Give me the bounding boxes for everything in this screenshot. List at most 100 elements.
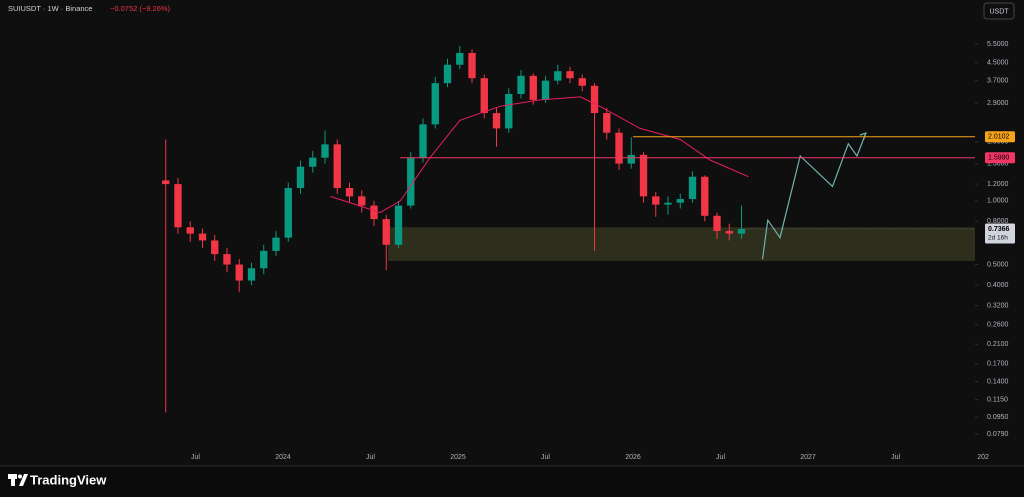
candle-body — [627, 154, 635, 164]
candle-body — [186, 227, 194, 234]
x-tick-label: 2027 — [800, 454, 816, 461]
bar-countdown: 2d 16h — [988, 235, 1008, 242]
candle-body — [358, 196, 366, 206]
candle-body — [174, 184, 182, 228]
candle-body — [333, 144, 341, 189]
y-tick-label: 0.2600 — [987, 321, 1009, 328]
price-level-tag — [985, 152, 1015, 164]
candle-body — [198, 233, 207, 241]
candle-body — [701, 176, 709, 216]
logo-part — [11, 474, 15, 486]
symbol-title: SUIUSDT · 1W · Binance — [8, 4, 92, 13]
candle-body — [370, 205, 378, 220]
candle-body — [407, 157, 415, 206]
candle-body — [688, 176, 697, 200]
candle-body — [284, 188, 292, 238]
plot-area — [162, 45, 975, 413]
y-tick-label: 0.5000 — [987, 261, 1009, 268]
projection-path — [761, 132, 867, 260]
logo-part — [19, 474, 28, 486]
support-zone — [388, 227, 975, 261]
candle-body — [321, 144, 329, 158]
candle-body — [394, 205, 403, 245]
brand-name[interactable]: TradingView — [30, 472, 107, 487]
candle-body — [419, 124, 427, 158]
y-tick-label: 4.5000 — [987, 60, 1009, 67]
y-tick-label: 0.1700 — [987, 361, 1009, 368]
price-level-label: 2.0102 — [988, 134, 1010, 141]
candle-body — [505, 93, 513, 129]
last-price-label: 0.7366 — [988, 226, 1010, 233]
candle-body — [517, 75, 525, 94]
candle-body — [468, 52, 476, 79]
y-tick-label: 2.9000 — [987, 100, 1009, 107]
moving-average — [330, 96, 749, 214]
candle-body — [652, 196, 660, 205]
candle-body — [590, 85, 599, 114]
x-tick-label: Jul — [716, 454, 725, 461]
price-level-tag — [985, 131, 1015, 143]
x-tick-label: 2026 — [625, 454, 641, 461]
x-tick-label: 202 — [977, 454, 989, 461]
candle-body — [713, 215, 721, 232]
currency-label[interactable]: USDT — [989, 8, 1009, 15]
y-tick-label: 0.4000 — [987, 282, 1009, 289]
x-tick-label: Jul — [891, 454, 900, 461]
y-tick-label: 0.2100 — [987, 341, 1009, 348]
x-tick-label: Jul — [366, 454, 375, 461]
y-tick-label: 0.1400 — [987, 378, 1009, 385]
y-tick-label: 0.1150 — [987, 396, 1008, 403]
y-tick-label: 1.9000 — [987, 139, 1009, 146]
y-tick-label: 1.0000 — [987, 198, 1009, 205]
candle-body — [725, 231, 733, 234]
candle-body — [223, 254, 231, 265]
candle-body — [272, 237, 280, 251]
candle-body — [456, 52, 464, 65]
candle-body — [431, 83, 439, 125]
y-tick-label: 1.2000 — [987, 181, 1009, 188]
candle-body — [382, 219, 390, 245]
candle-body — [603, 113, 611, 133]
x-tick-label: Jul — [191, 454, 200, 461]
currency-button[interactable] — [983, 2, 1015, 20]
candle-body — [211, 240, 219, 255]
candle-body — [235, 264, 243, 281]
candle-body — [443, 64, 452, 84]
x-tick-label: 2024 — [275, 454, 291, 461]
y-tick-label: 5.5000 — [987, 41, 1009, 48]
candle-body — [260, 250, 268, 269]
y-tick-label: 1.5000 — [987, 160, 1009, 167]
y-tick-label: 3.7000 — [987, 77, 1009, 84]
y-tick-label: 0.3200 — [987, 302, 1009, 309]
candle-body — [541, 80, 550, 100]
candle-body — [554, 71, 562, 81]
candle-body — [162, 180, 170, 185]
price-level-label: 1.5990 — [988, 155, 1010, 162]
candle-body — [345, 188, 354, 197]
candle-body — [492, 113, 501, 129]
x-tick-label: Jul — [541, 454, 550, 461]
candle-body — [615, 132, 623, 164]
candle-body — [639, 154, 648, 197]
price-change: −0.0752 (−9.26%) — [110, 4, 171, 13]
x-tick-label: 2025 — [450, 454, 466, 461]
candle-body — [566, 71, 574, 79]
logo-part — [18, 474, 22, 479]
candle-body — [247, 268, 256, 281]
candle-body — [480, 78, 488, 114]
candle-body — [737, 228, 746, 234]
candle-body — [664, 202, 672, 205]
candle-body — [296, 166, 305, 189]
candle-body — [529, 75, 537, 100]
last-price-tag — [985, 223, 1015, 244]
candle-body — [676, 199, 684, 203]
y-tick-label: 0.0950 — [987, 414, 1009, 421]
footer-bar — [0, 466, 1024, 497]
candle-body — [578, 78, 586, 86]
y-tick-label: 0.0790 — [987, 431, 1009, 438]
y-tick-label: 0.8000 — [987, 218, 1009, 225]
brand-logo[interactable] — [8, 474, 28, 486]
candle-body — [309, 157, 317, 167]
